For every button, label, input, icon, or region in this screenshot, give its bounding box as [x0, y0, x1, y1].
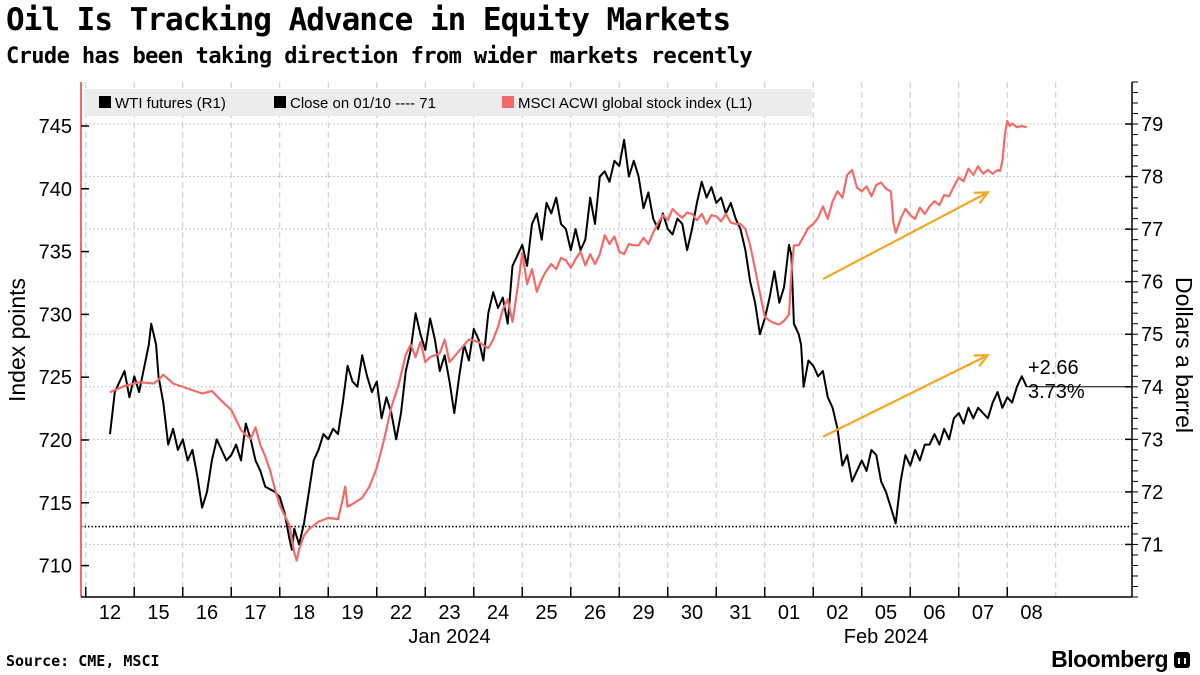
left-tick-label: 735: [39, 242, 72, 264]
right-tick-label: 71: [1141, 534, 1163, 556]
x-tick-label: 17: [244, 602, 266, 624]
right-tick-label: 75: [1141, 324, 1163, 346]
legend-label-msci: MSCI ACWI global stock index (L1): [518, 95, 752, 112]
trend-arrow-layer: [822, 191, 991, 438]
x-tick-label: 01: [778, 602, 800, 624]
x-tick-label: 08: [1020, 602, 1042, 624]
right-tick-label: 79: [1141, 114, 1163, 136]
x-tick-label: 23: [438, 602, 460, 624]
right-tick-label: 77: [1141, 219, 1163, 241]
callout-change: +2.66: [1028, 357, 1079, 379]
legend-label-close: Close on 01/10 ---- 71: [290, 95, 436, 112]
legend-swatch-close: [274, 96, 286, 108]
series-line-wti: [109, 138, 1028, 551]
x-tick-label: 15: [147, 602, 169, 624]
x-tick-label: 22: [390, 602, 412, 624]
series-layer: [109, 119, 1028, 562]
callout: +2.66 3.73%: [1028, 357, 1085, 403]
x-tick-label: 18: [293, 602, 315, 624]
trend-arrow-head: [973, 191, 991, 205]
x-tick-label: 02: [826, 602, 848, 624]
legend-swatch-wti: [99, 96, 111, 108]
bloomberg-chart-icon: [1174, 652, 1190, 668]
series-line-msci: [109, 119, 1027, 562]
x-tick-label: 05: [875, 602, 897, 624]
bloomberg-logo: Bloomberg: [1051, 646, 1190, 673]
left-tick-label: 730: [39, 304, 72, 326]
x-tick-label: 06: [923, 602, 945, 624]
x-tick-label: 07: [972, 602, 994, 624]
left-tick-label: 710: [39, 556, 72, 578]
x-tick-label: 29: [632, 602, 654, 624]
x-tick-label: 25: [535, 602, 557, 624]
legend: WTI futures (R1) Close on 01/10 ---- 71 …: [84, 89, 812, 116]
left-tick-label: 715: [39, 493, 72, 515]
x-month-label: Jan 2024: [408, 626, 490, 648]
trend-arrow-shaft: [822, 354, 989, 438]
x-tick-label: 19: [341, 602, 363, 624]
x-tick-label: 26: [584, 602, 606, 624]
left-axis-label: Index points: [4, 278, 30, 402]
left-tick-label: 725: [39, 367, 72, 389]
x-tick-label: 31: [729, 602, 751, 624]
right-tick-label: 76: [1141, 272, 1163, 294]
trend-arrow-shaft: [822, 191, 989, 281]
right-tick-label: 73: [1141, 429, 1163, 451]
legend-label-wti: WTI futures (R1): [115, 95, 226, 112]
legend-background: [84, 89, 812, 116]
gridlines: [81, 82, 1132, 597]
left-tick-label: 740: [39, 179, 72, 201]
right-tick-label: 74: [1141, 377, 1163, 399]
x-tick-label: 12: [99, 602, 121, 624]
chart-title: Oil Is Tracking Advance in Equity Market…: [6, 2, 731, 38]
left-tick-label: 745: [39, 116, 72, 138]
source-note: Source: CME, MSCI: [6, 652, 160, 670]
x-tick-label: 24: [487, 602, 509, 624]
chart-subtitle: Crude has been taking direction from wid…: [6, 44, 753, 69]
callout-percent: 3.73%: [1028, 381, 1085, 403]
axes: 710 715 720 725 730 735 740 745 71 72 73 74 75 76 77 78…: [39, 81, 1163, 648]
trend-arrow-head: [973, 354, 991, 367]
legend-swatch-msci: [502, 96, 514, 108]
right-tick-label: 72: [1141, 482, 1163, 504]
x-tick-label: 16: [196, 602, 218, 624]
x-month-label: Feb 2024: [844, 626, 929, 648]
right-tick-label: 78: [1141, 167, 1163, 189]
right-axis-label: Dollars a barrel: [1171, 277, 1197, 433]
left-tick-label: 720: [39, 430, 72, 452]
brand-text: Bloomberg: [1051, 646, 1168, 672]
x-tick-label: 30: [681, 602, 703, 624]
